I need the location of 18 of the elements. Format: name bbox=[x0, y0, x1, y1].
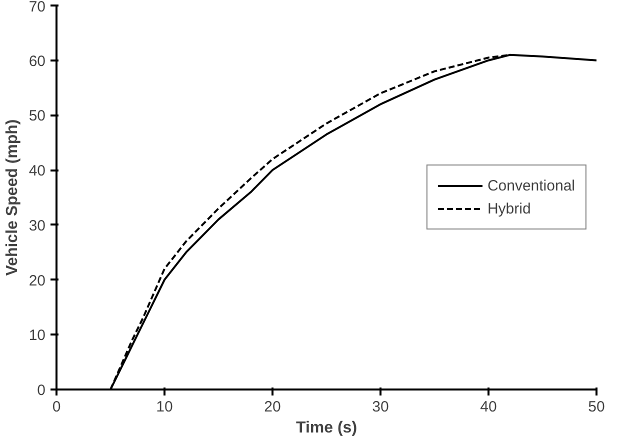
y-axis-title: Vehicle Speed (mph) bbox=[4, 119, 21, 276]
x-axis-title: Time (s) bbox=[296, 420, 358, 436]
x-tick-label: 20 bbox=[264, 398, 281, 416]
x-tick-label: 40 bbox=[480, 398, 497, 416]
x-tick-label: 10 bbox=[156, 398, 173, 416]
y-tick-label: 0 bbox=[37, 382, 46, 399]
x-tick-label: 50 bbox=[588, 398, 605, 416]
legend-label: Conventional bbox=[487, 177, 575, 194]
x-tick-label: 0 bbox=[52, 398, 61, 416]
y-tick-label: 60 bbox=[28, 52, 46, 70]
y-tick-label: 20 bbox=[28, 272, 46, 290]
y-tick-label: 50 bbox=[28, 108, 46, 125]
legend-label: Hybrid bbox=[487, 200, 531, 217]
y-tick-label: 40 bbox=[28, 162, 46, 180]
x-tick-label: 30 bbox=[372, 398, 389, 416]
y-tick-label: 70 bbox=[28, 0, 46, 16]
y-tick-label: 30 bbox=[28, 217, 46, 234]
y-tick-label: 10 bbox=[28, 327, 46, 344]
